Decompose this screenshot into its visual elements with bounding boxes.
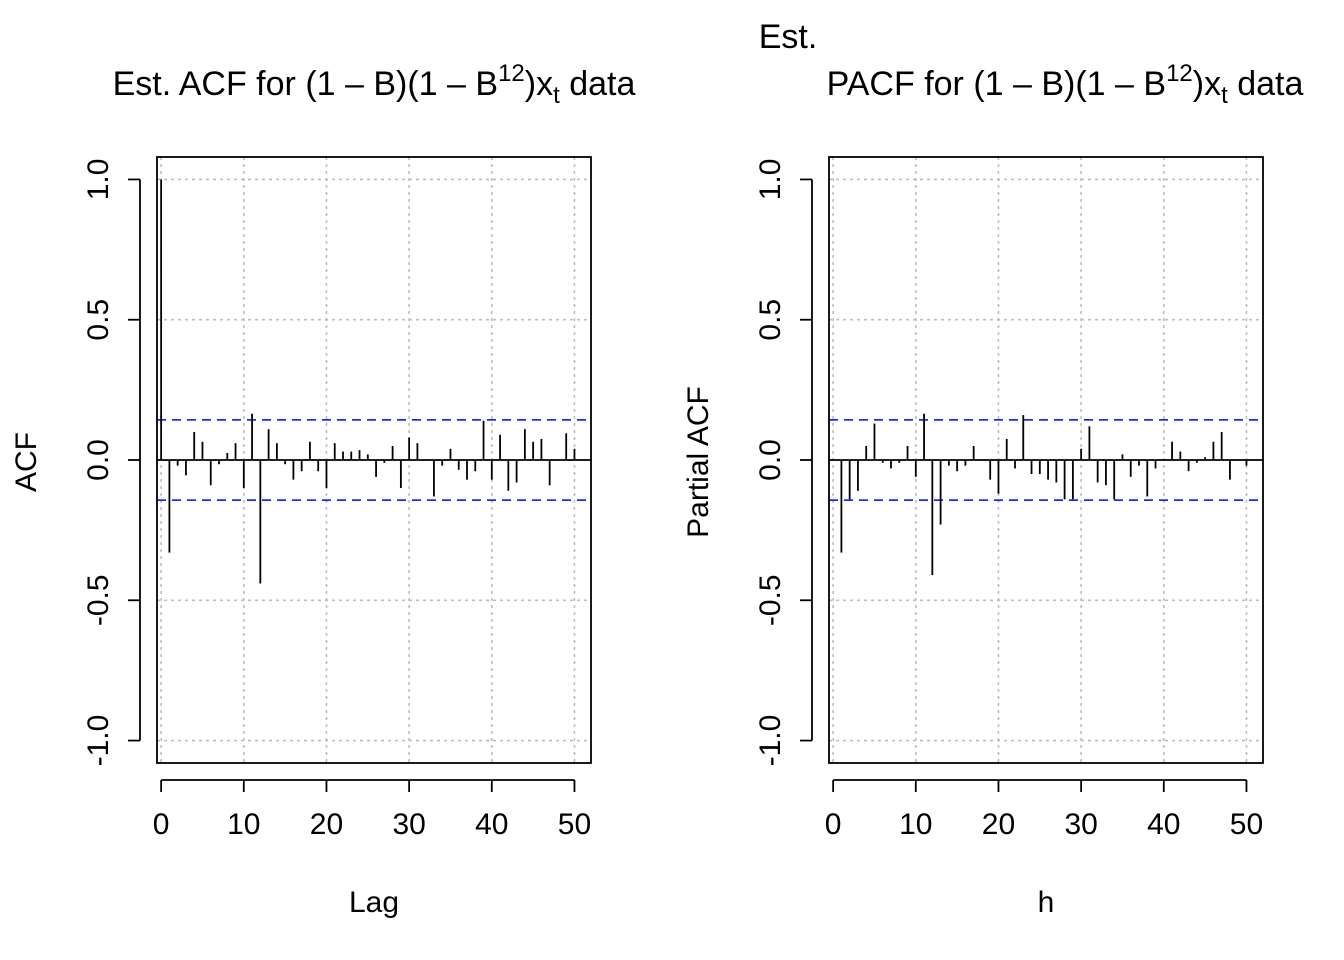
pacf-title-expr-sup: 12 bbox=[1166, 60, 1193, 87]
pacf-x-tick-label: 10 bbox=[899, 808, 932, 841]
pacf-y-axis: -1.0 -0.5 0.0 0.5 1.0 bbox=[754, 159, 813, 767]
pacf-x-tick-label: 40 bbox=[1147, 808, 1180, 841]
pacf-panel: 0 10 20 30 40 50 -1.0 -0.5 0.0 0.5 1.0 Est. PACF … bbox=[682, 18, 1303, 919]
pacf-y-tick-label: -1.0 bbox=[754, 715, 787, 767]
pacf-x-axis: 0 10 20 30 40 50 bbox=[825, 779, 1263, 841]
acf-title-suffix: data bbox=[560, 65, 636, 103]
pacf-y-tick-label: 0.0 bbox=[754, 439, 787, 481]
acf-panel: 0 10 20 30 40 50 -1.0 -0.5 0.0 0.5 1.0 Est. ACF f… bbox=[10, 60, 635, 919]
pacf-title-suffix: data bbox=[1228, 65, 1304, 103]
acf-y-tick-label: -1.0 bbox=[82, 715, 115, 767]
pacf-y-tick-label: -0.5 bbox=[754, 574, 787, 626]
pacf-plot-frame bbox=[828, 156, 1264, 764]
pacf-x-tick-label: 0 bbox=[825, 808, 842, 841]
pacf-y-tick-label: 0.5 bbox=[754, 299, 787, 341]
acf-title: Est. ACF for (1 – B)(1 – B12)xt data bbox=[113, 60, 636, 109]
acf-title-expr-a: (1 – B)(1 – B bbox=[305, 65, 498, 103]
acf-confidence-band bbox=[157, 419, 591, 501]
acf-y-tick-label: 0.5 bbox=[82, 299, 115, 341]
pacf-y-label: Partial ACF bbox=[682, 386, 715, 538]
pacf-title-expr-sub: t bbox=[1221, 82, 1228, 109]
pacf-x-tick-label: 20 bbox=[982, 808, 1015, 841]
pacf-y-tick-label: 1.0 bbox=[754, 159, 787, 201]
pacf-x-tick-label: 50 bbox=[1230, 808, 1263, 841]
acf-y-tick-label: -0.5 bbox=[82, 574, 115, 626]
pacf-confidence-band bbox=[829, 419, 1263, 501]
acf-title-expr-b: )x bbox=[525, 65, 553, 103]
acf-y-axis: -1.0 -0.5 0.0 0.5 1.0 bbox=[82, 159, 141, 767]
pacf-bars bbox=[840, 413, 1248, 576]
acf-y-label: ACF bbox=[10, 432, 43, 492]
pacf-title-expr-a: (1 – B)(1 – B bbox=[973, 65, 1166, 103]
acf-y-tick-label: 1.0 bbox=[82, 159, 115, 201]
acf-plot-frame bbox=[156, 156, 592, 764]
pacf-title: PACF for (1 – B)(1 – B12)xt data bbox=[827, 60, 1304, 109]
pacf-x-tick-label: 30 bbox=[1064, 808, 1097, 841]
acf-x-tick-label: 20 bbox=[310, 808, 343, 841]
acf-x-tick-label: 30 bbox=[392, 808, 425, 841]
acf-x-tick-label: 50 bbox=[558, 808, 591, 841]
acf-x-label: Lag bbox=[349, 886, 399, 919]
pacf-title-line1: Est. bbox=[759, 18, 818, 56]
acf-y-tick-label: 0.0 bbox=[82, 439, 115, 481]
acf-title-expr-sup: 12 bbox=[498, 60, 525, 87]
acf-title-expr-sub: t bbox=[553, 82, 560, 109]
pacf-title-expr-b: )x bbox=[1193, 65, 1221, 103]
pacf-x-label: h bbox=[1038, 886, 1055, 919]
acf-x-tick-label: 10 bbox=[227, 808, 260, 841]
acf-x-tick-label: 0 bbox=[153, 808, 170, 841]
acf-x-axis: 0 10 20 30 40 50 bbox=[153, 779, 591, 841]
pacf-title-prefix: PACF for bbox=[827, 65, 974, 103]
acf-title-prefix: Est. ACF for bbox=[113, 65, 306, 103]
acf-x-tick-label: 40 bbox=[475, 808, 508, 841]
acf-bars bbox=[160, 179, 576, 584]
